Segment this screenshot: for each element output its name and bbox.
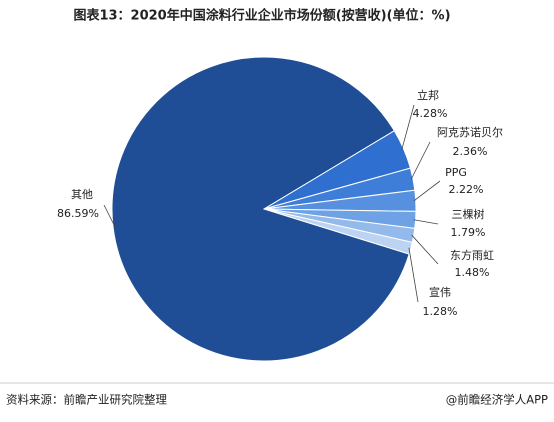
leader-line bbox=[413, 180, 441, 202]
leader-line bbox=[410, 141, 431, 180]
leader-line bbox=[413, 219, 439, 225]
leader-line bbox=[408, 247, 419, 303]
slice-label: 宣伟 bbox=[429, 285, 451, 299]
slice-label: 其他 bbox=[71, 188, 93, 201]
leader-line bbox=[411, 234, 439, 265]
slice-label: 阿克苏诺贝尔 bbox=[437, 126, 503, 139]
slice-value: 2.22% bbox=[449, 183, 484, 196]
slice-value: 1.48% bbox=[455, 266, 490, 279]
leader-line bbox=[401, 104, 415, 150]
slice-value: 1.79% bbox=[451, 226, 486, 239]
pie-slice bbox=[111, 56, 410, 362]
slice-label: 东方雨虹 bbox=[450, 248, 494, 262]
slice-value: 86.59% bbox=[57, 207, 99, 220]
slice-value: 4.28% bbox=[413, 107, 448, 120]
slice-label: PPG bbox=[445, 166, 467, 179]
chart-title: 图表13：2020年中国涂料行业企业市场份额(按营收)(单位：%) bbox=[73, 8, 450, 24]
slice-label: 三棵树 bbox=[452, 207, 485, 221]
slice-value: 1.28% bbox=[423, 305, 458, 318]
source: 资料来源：前瞻产业研究院整理 bbox=[6, 393, 167, 407]
credit: @前瞻经济学人APP bbox=[446, 393, 548, 407]
leader-line bbox=[103, 204, 116, 228]
slice-label: 立邦 bbox=[417, 88, 439, 102]
slice-value: 2.36% bbox=[453, 145, 488, 158]
